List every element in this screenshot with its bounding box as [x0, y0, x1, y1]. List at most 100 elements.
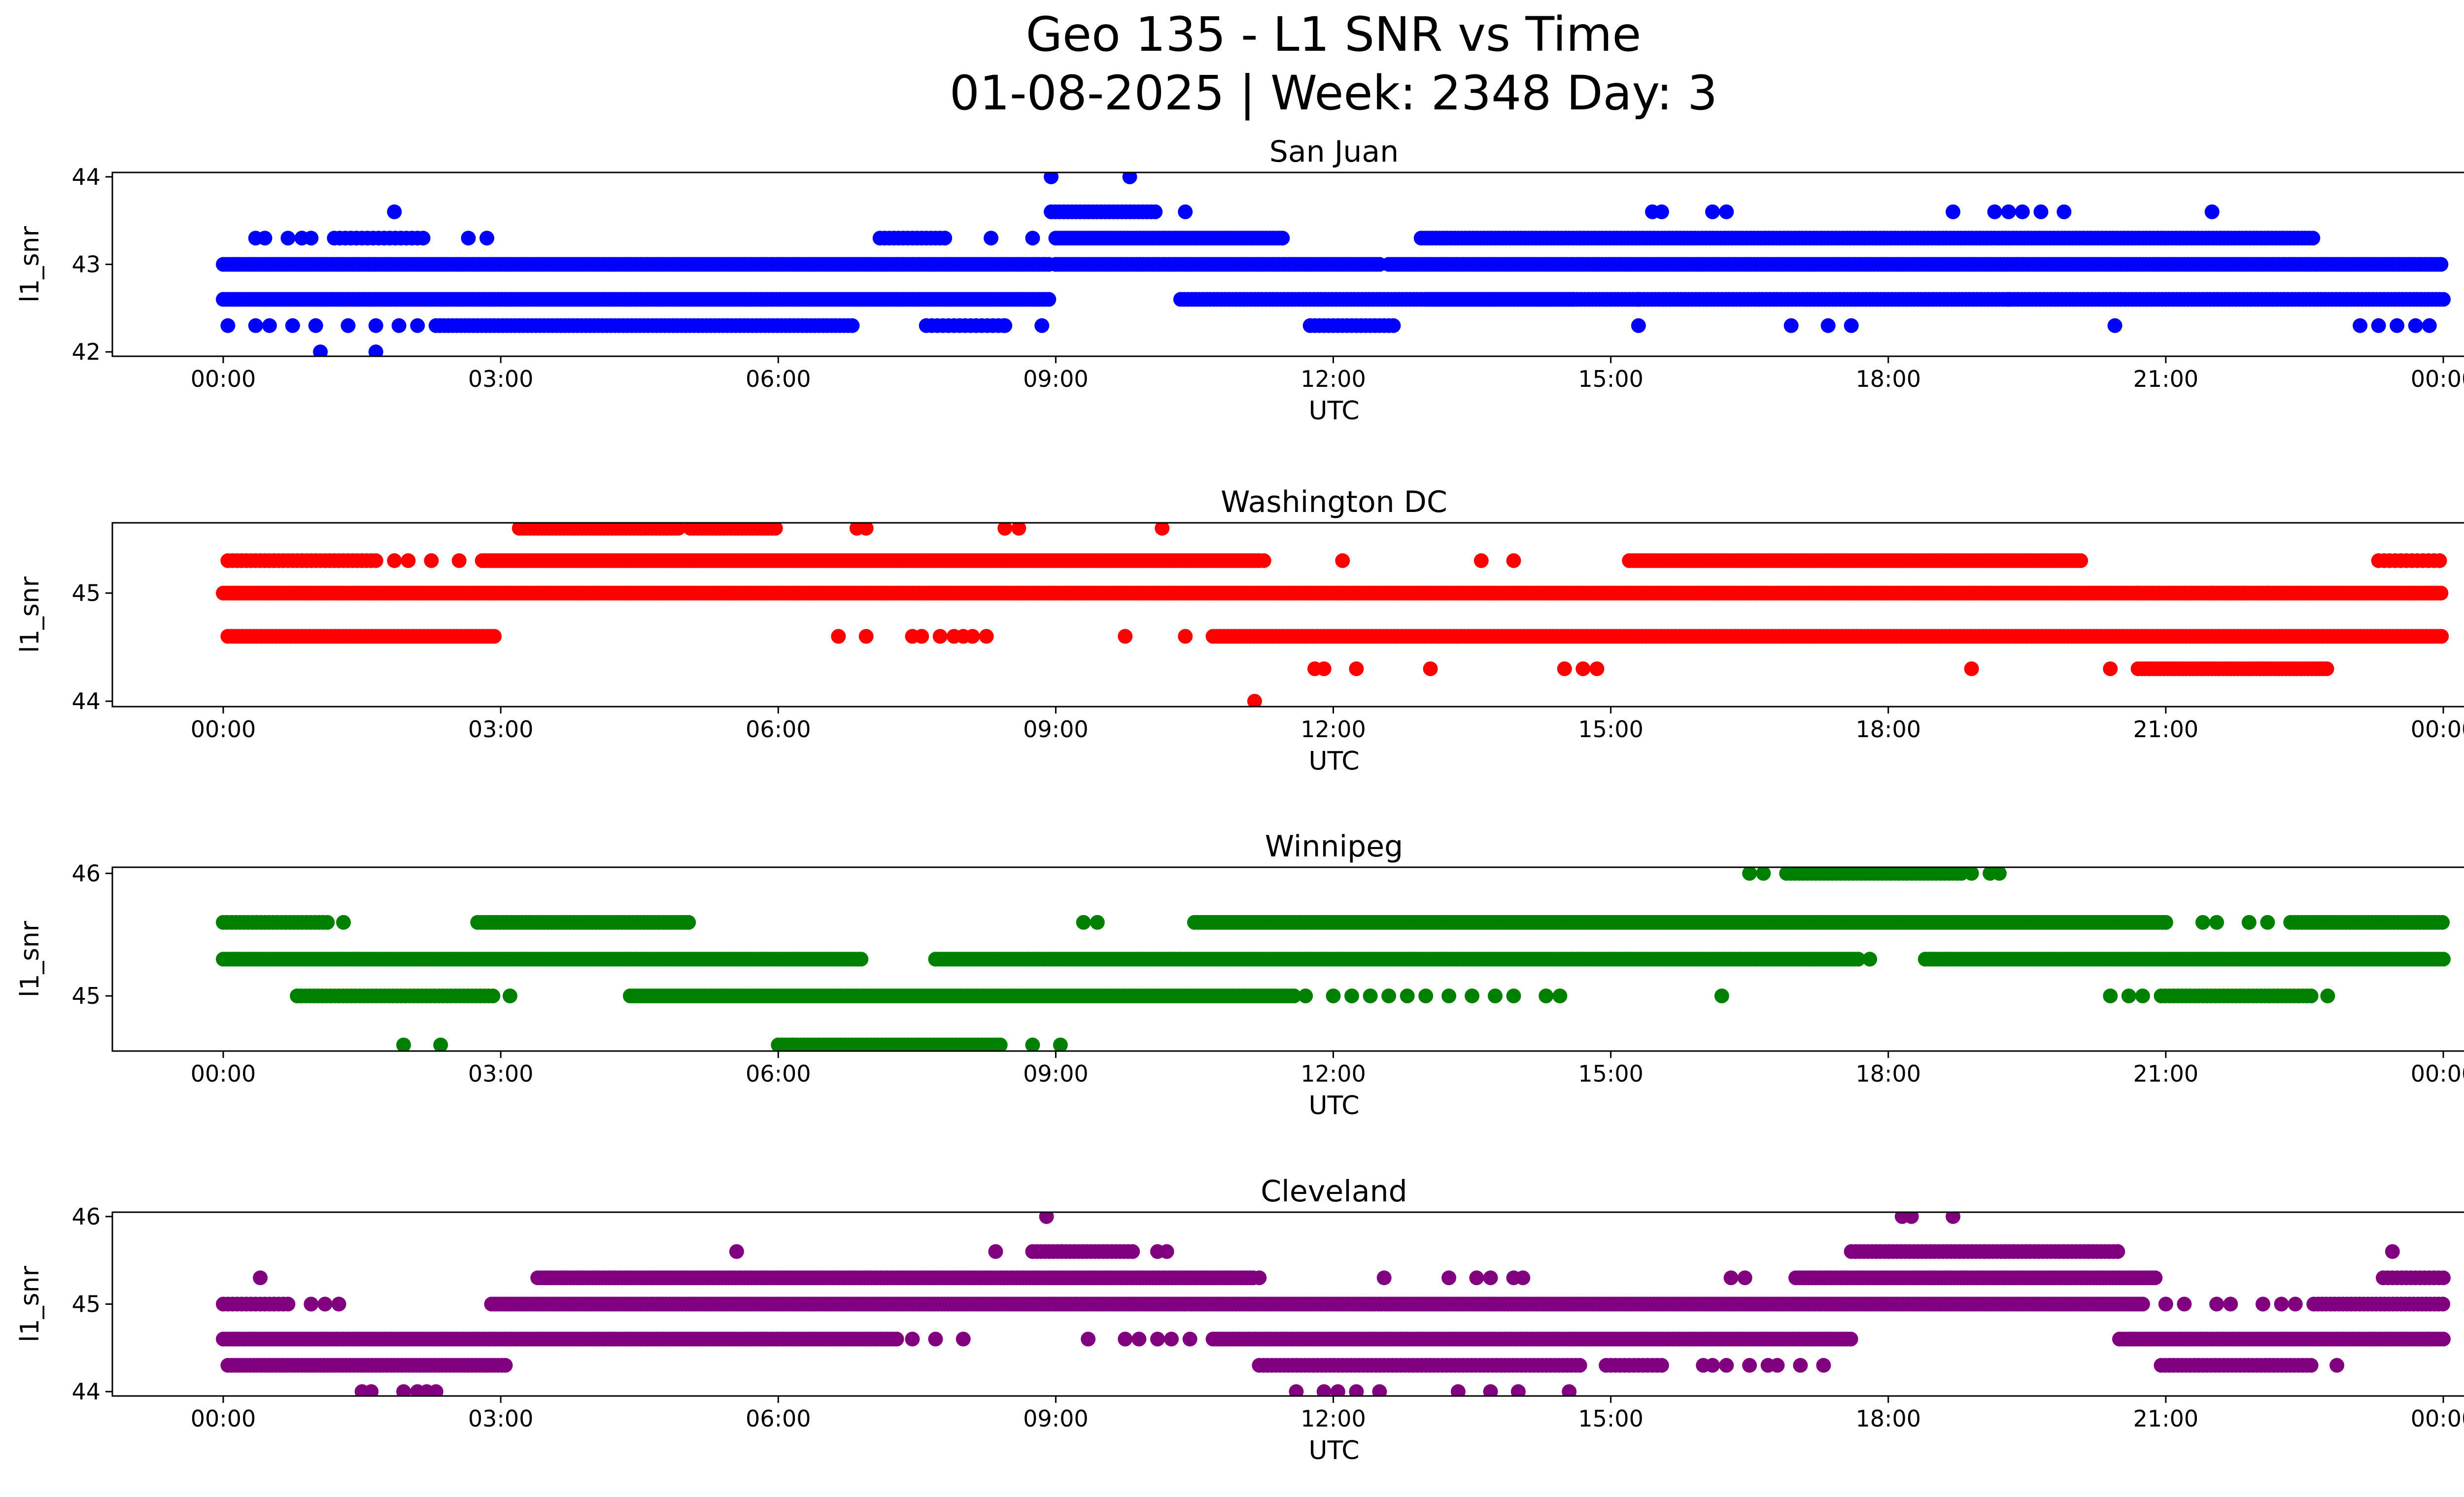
y-axis-label: l1_snr — [15, 576, 45, 653]
data-point — [2408, 318, 2423, 333]
data-point — [2390, 318, 2404, 333]
data-point — [452, 553, 467, 568]
data-point — [2205, 586, 2220, 601]
data-point — [392, 318, 407, 333]
data-point — [859, 629, 874, 644]
data-point — [416, 231, 431, 245]
data-point — [387, 204, 402, 219]
chart-title-line2: 01-08-2025 | Week: 2348 Day: 3 — [950, 66, 1718, 121]
x-tick-label: 00:00 — [2411, 716, 2464, 743]
data-point — [2073, 553, 2088, 568]
data-point — [2436, 292, 2451, 307]
data-point — [1118, 629, 1132, 644]
data-point — [1705, 204, 1720, 219]
data-point — [681, 915, 696, 930]
data-point — [1474, 553, 1489, 568]
data-point — [2034, 204, 2049, 219]
data-point — [831, 629, 846, 644]
data-point — [2001, 204, 2016, 219]
data-point — [993, 1038, 1008, 1053]
panel-title: San Juan — [1269, 135, 1399, 169]
data-point — [1349, 661, 1364, 676]
x-tick-label: 06:00 — [746, 366, 811, 392]
x-tick-label: 00:00 — [191, 716, 256, 743]
data-point — [1257, 553, 1271, 568]
data-point — [2158, 915, 2173, 930]
x-tick-label: 03:00 — [468, 716, 534, 743]
data-point — [2279, 586, 2293, 601]
data-point — [1575, 661, 1590, 676]
data-point — [2056, 204, 2071, 219]
data-point — [2223, 586, 2238, 601]
data-point — [2436, 952, 2451, 967]
data-point — [1025, 231, 1040, 245]
data-point — [1964, 661, 1979, 676]
y-axis-label: l1_snr — [15, 226, 45, 303]
data-point — [933, 629, 948, 644]
data-point — [2108, 318, 2122, 333]
data-point — [845, 318, 859, 333]
data-point — [2422, 318, 2437, 333]
data-point — [308, 318, 323, 333]
data-point — [1719, 204, 1734, 219]
data-point — [2145, 586, 2159, 601]
data-point — [258, 231, 273, 245]
data-point — [1987, 204, 2002, 219]
data-point — [1821, 318, 1836, 333]
x-tick-label: 00:00 — [191, 366, 256, 392]
x-tick-label: 21:00 — [2133, 716, 2199, 743]
data-point — [1148, 204, 1163, 219]
data-point — [1590, 661, 1605, 676]
data-point — [1386, 318, 1401, 333]
data-point — [2015, 204, 2030, 219]
data-point — [1784, 318, 1799, 333]
data-point — [1178, 629, 1193, 644]
x-tick-label: 09:00 — [1023, 366, 1089, 392]
x-axis-label: UTC — [1308, 396, 1359, 426]
data-point — [424, 553, 439, 568]
data-point — [2177, 586, 2191, 601]
x-tick-label: 09:00 — [1023, 716, 1089, 743]
data-point — [485, 988, 500, 1003]
panel-title: Winnipeg — [1265, 829, 1403, 864]
data-point — [2432, 553, 2447, 568]
x-tick-label: 18:00 — [1855, 366, 1921, 392]
panel-title: Washington DC — [1221, 485, 1447, 519]
data-point — [2433, 586, 2448, 601]
x-tick-label: 06:00 — [746, 716, 811, 743]
data-point — [914, 629, 929, 644]
data-point — [1041, 292, 1056, 307]
data-point — [965, 629, 980, 644]
data-point — [2260, 586, 2275, 601]
data-point — [410, 318, 425, 333]
x-tick-label: 12:00 — [1300, 366, 1366, 392]
data-point — [220, 318, 235, 333]
data-point — [1946, 204, 1960, 219]
data-point — [2320, 661, 2334, 676]
data-point — [479, 231, 494, 245]
data-point — [1654, 204, 1669, 219]
data-point — [387, 553, 402, 568]
y-tick-label: 44 — [71, 688, 101, 714]
data-point — [2131, 586, 2146, 601]
data-point — [401, 553, 415, 568]
x-tick-label: 03:00 — [468, 366, 534, 392]
data-point — [1178, 204, 1193, 219]
data-point — [1423, 661, 1438, 676]
data-point — [2353, 318, 2367, 333]
data-point — [2205, 204, 2220, 219]
data-point — [2237, 586, 2252, 601]
x-tick-label: 12:00 — [1300, 716, 1366, 743]
data-point — [1317, 661, 1332, 676]
y-tick-label: 42 — [71, 339, 101, 365]
data-point — [1034, 318, 1049, 333]
x-tick-label: 15:00 — [1578, 366, 1643, 392]
data-point — [1275, 231, 1290, 245]
data-point — [369, 318, 383, 333]
x-tick-label: 21:00 — [2133, 366, 2199, 392]
data-point — [984, 231, 998, 245]
chart-title-line1: Geo 135 - L1 SNR vs Time — [1026, 7, 1642, 62]
y-tick-label: 43 — [71, 251, 101, 278]
data-point — [937, 231, 952, 245]
data-point — [979, 629, 994, 644]
